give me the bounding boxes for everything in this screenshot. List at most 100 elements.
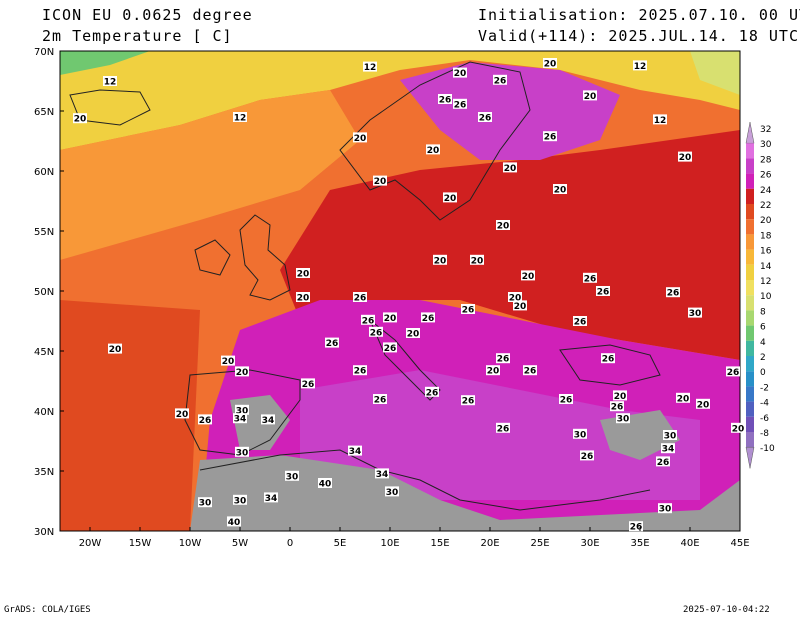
contour-label: 20 (678, 151, 692, 163)
contour-label: 20 (553, 184, 567, 196)
colorbar-swatch (746, 401, 754, 417)
contour-label: 26 (361, 314, 375, 326)
contour-label-bg (461, 395, 475, 406)
northern-cool-zone (60, 51, 740, 150)
lon-label: 25E (530, 538, 549, 549)
contour-label-bg (613, 390, 627, 401)
contour-label-text: 20 (677, 394, 690, 404)
lon-label: 30E (580, 538, 599, 549)
contour-label-text: 26 (524, 367, 537, 377)
contour-label: 20 (613, 390, 627, 402)
contour-label-bg (348, 445, 362, 456)
contour-label-text: 26 (354, 367, 367, 377)
contour-label: 26 (353, 292, 367, 304)
colorbar-swatch (746, 386, 754, 402)
contour-label-text: 26 (727, 368, 740, 378)
contour-label-text: 26 (422, 314, 435, 324)
contour-label: 26 (461, 395, 475, 407)
contour-label-bg (493, 74, 507, 85)
contour-label-text: 26 (560, 396, 573, 406)
contour-label: 26 (353, 365, 367, 377)
contour-label-text: 26 (462, 306, 475, 316)
lat-label: 65N (34, 107, 54, 118)
contour-label-bg (478, 112, 492, 122)
contour-label-text: 30 (689, 309, 702, 319)
contour-label-bg (233, 494, 247, 505)
contour-label: 26 (373, 394, 387, 406)
lon-label: 15W (129, 538, 152, 549)
contour-label-text: 20 (697, 400, 710, 410)
colorbar-label: 12 (760, 277, 771, 287)
contour-label: 30 (285, 470, 299, 482)
contour-label-bg (461, 304, 475, 314)
model-title: ICON EU 0.0625 degree (42, 6, 253, 24)
contour-label: 26 (438, 94, 452, 106)
contour-label: 26 (666, 287, 680, 299)
contour-label-bg (108, 343, 122, 354)
contour-label-bg (616, 413, 630, 424)
contour-label-text: 20 (444, 194, 457, 204)
contour-label-text: 26 (497, 355, 510, 365)
contour-label-bg (375, 468, 389, 479)
contour-label-bg (731, 422, 745, 433)
contour-label-text: 26 (479, 114, 492, 124)
contour-label: 20 (73, 113, 87, 125)
colorbar-label: 26 (760, 171, 772, 181)
contour-label: 26 (496, 422, 510, 434)
contour-label-bg (443, 192, 457, 203)
colorbar-label: 16 (760, 247, 772, 257)
colorbar-label: 28 (760, 155, 772, 165)
contour-label: 26 (580, 450, 594, 462)
contour-label-bg (453, 67, 467, 78)
contour-label-text: 12 (104, 78, 117, 88)
colorbar-swatch (746, 310, 754, 326)
contour-label-text: 34 (265, 494, 278, 504)
contour-label-bg (103, 76, 117, 86)
contour-label-bg (486, 365, 500, 376)
contour-label-text: 20 (407, 330, 420, 340)
contour-label-text: 26 (384, 344, 397, 354)
iberia-coast (184, 369, 301, 456)
northeast-cool-zone (690, 51, 740, 95)
contour-label-bg (503, 162, 517, 173)
colorbar-swatch (746, 188, 754, 204)
contour-label-bg (227, 516, 241, 527)
contour-label: 26 (559, 394, 573, 406)
colorbar-top-arrow (745, 121, 755, 144)
contour-label: 20 (676, 392, 690, 404)
contour-label-text: 26 (494, 76, 507, 86)
colorbar-label: 18 (760, 231, 772, 241)
contour-label-text: 26 (597, 288, 610, 298)
lon-label: 45E (730, 538, 749, 549)
colorbar-swatch (746, 295, 754, 311)
contour-label-text: 30 (236, 406, 249, 416)
colorbar-swatch (746, 416, 754, 432)
contour-label: 30 (658, 503, 672, 515)
footer-credit: GrADS: COLA/IGES (4, 605, 91, 615)
contour-label-bg (421, 312, 435, 323)
contour-label-bg (433, 254, 447, 265)
contour-label: 40 (318, 478, 332, 490)
contour-label-text: 40 (319, 480, 332, 490)
contour-label-bg (523, 365, 537, 376)
lon-label: 40E (680, 538, 699, 549)
norwegian-sea-zone (60, 90, 360, 260)
contour-label-bg (233, 413, 247, 424)
contour-label-bg (353, 292, 367, 302)
colorbar-swatch (746, 432, 754, 448)
contour-label-bg (580, 450, 594, 461)
contour-label-bg (426, 144, 440, 155)
north-africa-coast (199, 449, 651, 511)
contour-label: 26 (583, 272, 597, 284)
contour-label-text: 34 (262, 416, 275, 426)
contour-label-bg (496, 353, 510, 364)
contour-label-text: 20 (554, 186, 567, 196)
contour-label: 20 (433, 254, 447, 266)
contour-label-bg (543, 58, 557, 68)
contour-label-text: 30 (617, 415, 630, 425)
contour-label-bg (583, 90, 597, 101)
contour-label: 20 (296, 292, 310, 304)
contour-label-bg (406, 328, 420, 338)
